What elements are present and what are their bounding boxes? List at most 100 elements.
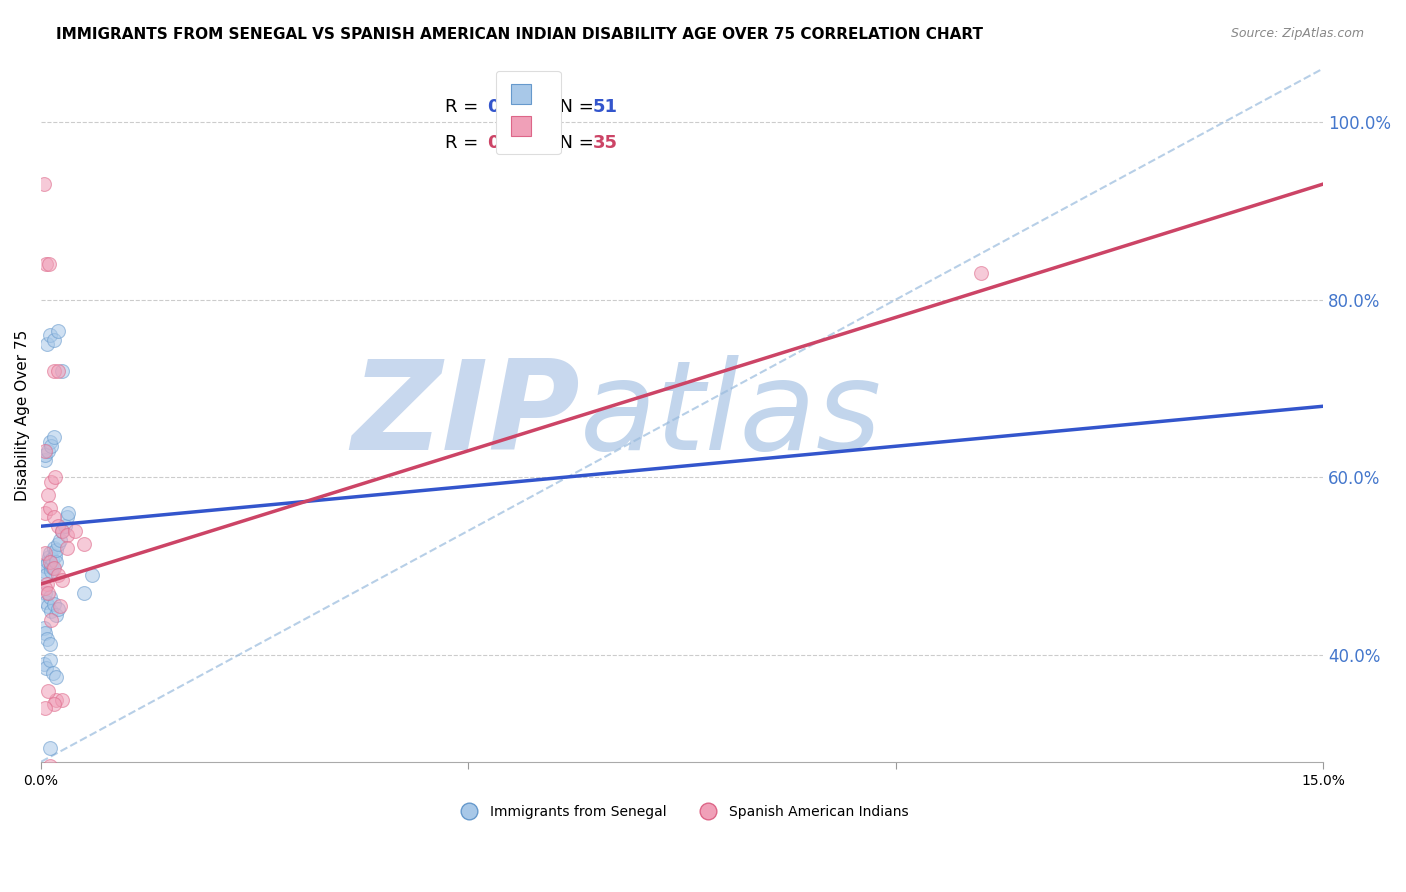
Point — [45, 670, 67, 684]
Point — [46, 324, 69, 338]
Point — [34, 586, 56, 600]
Point — [45, 608, 67, 623]
Point — [38, 434, 60, 449]
Point — [37, 488, 59, 502]
Point — [37, 586, 59, 600]
Point — [45, 555, 67, 569]
Point — [51, 573, 73, 587]
Text: 0.339: 0.339 — [488, 97, 544, 116]
Point — [38, 257, 60, 271]
Point — [35, 595, 58, 609]
Point — [38, 652, 60, 666]
Point — [35, 577, 58, 591]
Point — [65, 524, 87, 538]
Point — [42, 561, 65, 575]
Point — [41, 613, 63, 627]
Point — [42, 597, 65, 611]
Point — [35, 661, 58, 675]
Point — [32, 177, 55, 191]
Point — [73, 586, 96, 600]
Point — [44, 470, 66, 484]
Text: N =: N = — [547, 134, 599, 152]
Point — [49, 533, 72, 547]
Point — [34, 546, 56, 560]
Point — [53, 519, 76, 533]
Point — [32, 564, 55, 578]
Text: R =: R = — [444, 134, 484, 152]
Text: IMMIGRANTS FROM SENEGAL VS SPANISH AMERICAN INDIAN DISABILITY AGE OVER 75 CORREL: IMMIGRANTS FROM SENEGAL VS SPANISH AMERI… — [56, 27, 983, 42]
Point — [42, 333, 65, 347]
Point — [34, 559, 56, 574]
Point — [45, 543, 67, 558]
Point — [34, 625, 56, 640]
Legend: Immigrants from Senegal, Spanish American Indians: Immigrants from Senegal, Spanish America… — [450, 799, 914, 824]
Point — [82, 568, 104, 582]
Y-axis label: Disability Age Over 75: Disability Age Over 75 — [15, 329, 30, 500]
Point — [51, 364, 73, 378]
Point — [34, 701, 56, 715]
Point — [34, 452, 56, 467]
Point — [55, 528, 77, 542]
Point — [41, 564, 63, 578]
Text: atlas: atlas — [579, 355, 882, 475]
Text: 51: 51 — [592, 97, 617, 116]
Point — [42, 561, 65, 575]
Text: N =: N = — [547, 97, 599, 116]
Point — [42, 430, 65, 444]
Point — [38, 328, 60, 343]
Text: 35: 35 — [592, 134, 617, 152]
Point — [51, 692, 73, 706]
Point — [37, 683, 59, 698]
Point — [41, 552, 63, 566]
Point — [38, 555, 60, 569]
Text: ZIP: ZIP — [352, 355, 579, 475]
Text: Source: ZipAtlas.com: Source: ZipAtlas.com — [1230, 27, 1364, 40]
Point — [42, 665, 65, 680]
Text: 0.331: 0.331 — [488, 134, 544, 152]
Point — [73, 537, 96, 551]
Point — [35, 568, 58, 582]
Point — [38, 741, 60, 756]
Point — [38, 759, 60, 773]
Point — [38, 546, 60, 560]
Point — [38, 591, 60, 605]
Point — [34, 443, 56, 458]
Point — [37, 555, 59, 569]
Point — [37, 599, 59, 614]
Point — [45, 692, 67, 706]
Point — [35, 632, 58, 646]
Point — [49, 599, 72, 614]
Point — [42, 541, 65, 556]
Point — [38, 637, 60, 651]
Point — [51, 524, 73, 538]
Point — [38, 501, 60, 516]
Point — [34, 448, 56, 462]
Point — [35, 337, 58, 351]
Point — [32, 657, 55, 671]
Point — [34, 582, 56, 596]
Point — [41, 475, 63, 489]
Point — [38, 550, 60, 565]
Point — [970, 266, 993, 280]
Point — [37, 443, 59, 458]
Point — [39, 559, 62, 574]
Point — [42, 510, 65, 524]
Point — [46, 519, 69, 533]
Point — [55, 541, 77, 556]
Point — [46, 364, 69, 378]
Point — [46, 602, 69, 616]
Point — [32, 622, 55, 636]
Point — [46, 537, 69, 551]
Point — [42, 364, 65, 378]
Point — [35, 257, 58, 271]
Point — [51, 524, 73, 538]
Point — [46, 568, 69, 582]
Point — [41, 604, 63, 618]
Point — [41, 439, 63, 453]
Point — [44, 549, 66, 563]
Point — [34, 506, 56, 520]
Point — [55, 510, 77, 524]
Point — [42, 697, 65, 711]
Text: R =: R = — [444, 97, 484, 116]
Point — [58, 506, 80, 520]
